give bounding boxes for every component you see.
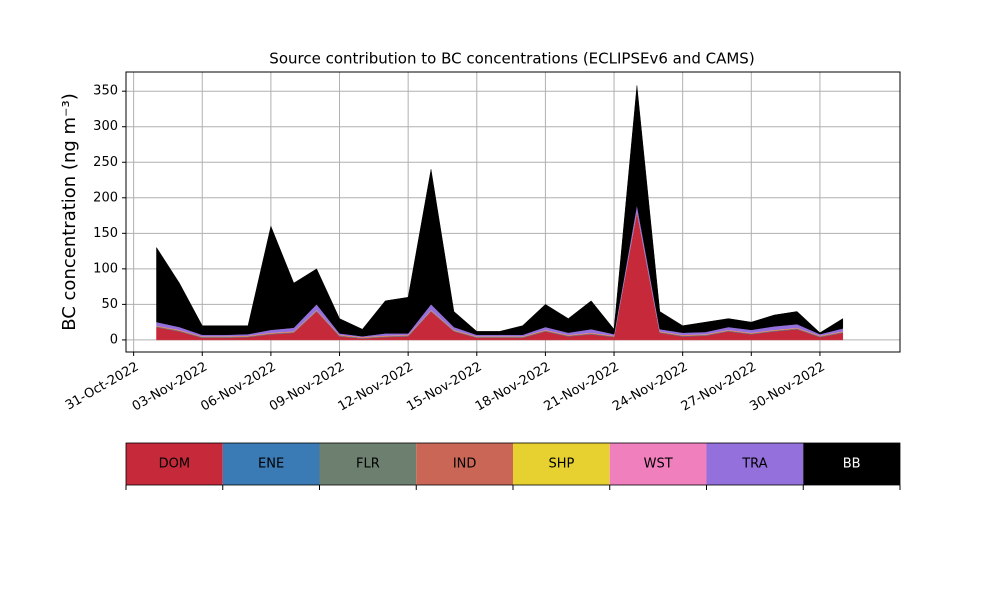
x-tick-label: 09-Nov-2022 <box>267 360 347 415</box>
x-tick-label: 18-Nov-2022 <box>473 360 553 415</box>
legend-swatch <box>126 443 223 485</box>
y-tick-label: 300 <box>93 119 118 134</box>
legend-label: IND <box>453 457 477 472</box>
y-tick-label: 150 <box>93 226 118 241</box>
y-tick-label: 200 <box>93 190 118 205</box>
area-bb <box>156 85 844 337</box>
legend-label: TRA <box>741 457 767 472</box>
legend-swatch <box>222 443 320 485</box>
legend-label: SHP <box>548 457 574 472</box>
x-tick-label: 21-Nov-2022 <box>542 360 622 415</box>
x-tick-label: 27-Nov-2022 <box>679 360 759 415</box>
y-axis-label: BC concentration (ng m⁻³) <box>59 93 80 331</box>
chart-title: Source contribution to BC concentrations… <box>269 50 754 68</box>
legend-label: ENE <box>258 457 284 472</box>
x-tick-label: 12-Nov-2022 <box>336 360 416 415</box>
legend-swatch <box>706 443 804 485</box>
x-tick-label: 31-Oct-2022 <box>63 360 141 414</box>
legend-swatch <box>416 443 513 485</box>
y-tick-label: 50 <box>101 297 118 312</box>
y-tick-label: 100 <box>93 261 118 276</box>
legend-label: WST <box>644 457 673 472</box>
y-tick-label: 350 <box>93 84 118 99</box>
x-tick-label: 15-Nov-2022 <box>404 360 484 415</box>
x-tick-label: 06-Nov-2022 <box>198 360 278 415</box>
x-tick-label: 24-Nov-2022 <box>610 360 690 415</box>
legend-label: FLR <box>356 457 380 472</box>
x-tick-label: 03-Nov-2022 <box>130 360 210 415</box>
y-tick-label: 0 <box>110 332 118 347</box>
legend-label: BB <box>843 457 861 472</box>
plot-frame <box>125 71 901 353</box>
legend-swatch <box>513 443 610 485</box>
legend-swatch <box>609 443 707 485</box>
y-tick-label: 250 <box>93 155 118 170</box>
legend-frame <box>125 442 901 486</box>
legend-swatch <box>803 443 900 485</box>
legend-swatch <box>319 443 417 485</box>
x-tick-label: 30-Nov-2022 <box>747 360 827 415</box>
legend-label: DOM <box>159 457 190 472</box>
